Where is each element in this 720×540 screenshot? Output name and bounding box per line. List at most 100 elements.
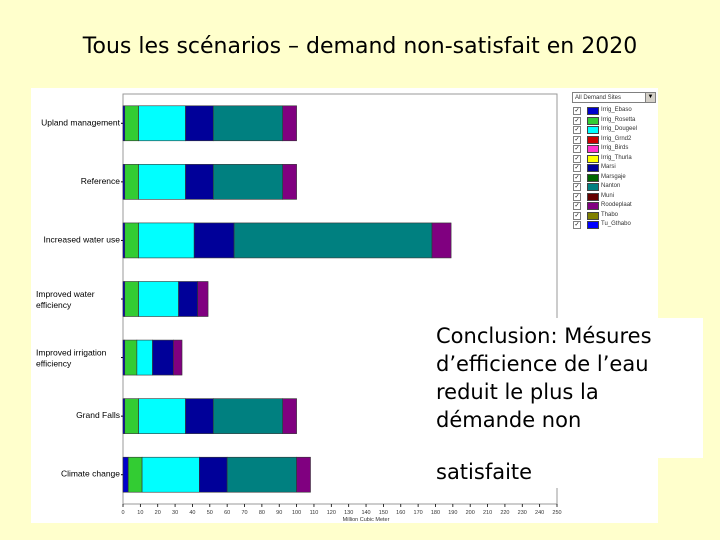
legend-item[interactable]: ✓ Irrig_Thurla	[572, 154, 658, 163]
bar-segment	[138, 281, 179, 317]
legend-label: Marsgaje	[601, 173, 626, 180]
x-tick-label: 250	[552, 510, 561, 516]
legend-item[interactable]: ✓ Irrig_Dougeel	[572, 125, 658, 134]
bar-segment	[173, 339, 183, 376]
legend-item[interactable]: ✓ Tu_Gthabo	[572, 220, 658, 229]
legend-checkbox[interactable]: ✓	[573, 211, 581, 220]
stacked-bar-chart: Upland management Reference Increased wate…	[36, 93, 562, 523]
x-tick-label: 230	[518, 510, 527, 516]
bar-segment	[282, 105, 297, 142]
legend-label: Irrig_Grnd2	[601, 135, 632, 142]
x-tick-label: 100	[292, 510, 301, 516]
legend-checkbox[interactable]: ✓	[573, 192, 581, 201]
legend-item[interactable]: ✓ Muni	[572, 192, 658, 201]
legend-label: Irrig_Thurla	[601, 154, 632, 161]
legend-checkbox[interactable]: ✓	[573, 107, 581, 115]
x-tick-label: 130	[344, 510, 353, 516]
bar-segment	[138, 105, 186, 142]
legend-swatch	[587, 202, 599, 210]
x-tick-label: 180	[431, 510, 440, 516]
bar-segment	[226, 456, 297, 493]
legend-checkbox[interactable]: ✓	[573, 164, 581, 172]
bar-segment	[124, 398, 139, 434]
x-tick-label: 150	[379, 510, 388, 516]
legend-swatch	[587, 135, 599, 144]
y-tick-label: Increased water use	[43, 234, 120, 244]
demand-site-select-value: All Demand Sites	[575, 95, 622, 101]
chevron-down-icon[interactable]: ▼	[645, 93, 655, 102]
bar-segment	[431, 222, 452, 259]
legend-item[interactable]: ✓ Irrig_Birds	[572, 144, 658, 153]
legend-swatch	[587, 145, 599, 153]
legend-checkbox[interactable]: ✓	[573, 154, 581, 163]
x-tick-label: 80	[259, 510, 265, 516]
legend-checkbox[interactable]: ✓	[573, 202, 581, 210]
legend-checkbox[interactable]: ✓	[573, 173, 581, 182]
bar-segment	[124, 105, 139, 142]
bar-segment	[185, 398, 214, 434]
legend-item[interactable]: ✓ Irrig_Ebaso	[572, 106, 658, 115]
chart-frame: Upland management Reference Increased wate…	[31, 88, 658, 523]
legend-panel: All Demand Sites ▼ ✓ Irrig_Ebaso ✓ Irrig_Ro…	[572, 92, 658, 232]
y-tick-label: Improved water efficiency	[36, 289, 95, 310]
conclusion-line: Conclusion: Mésures	[436, 324, 652, 348]
x-tick-label: 50	[207, 510, 213, 516]
bar-segment	[124, 339, 138, 376]
legend-label: Tu_Gthabo	[601, 221, 631, 227]
legend-checkbox[interactable]: ✓	[573, 221, 581, 229]
x-tick-label: 70	[241, 510, 247, 516]
legend-swatch	[587, 116, 599, 125]
x-tick-label: 0	[121, 510, 124, 516]
legend-swatch	[587, 211, 599, 220]
x-tick-label: 90	[276, 510, 282, 516]
legend-checkbox[interactable]: ✓	[573, 116, 581, 125]
bar-segment	[185, 164, 214, 200]
legend-item[interactable]: ✓ Roodeplaat	[572, 201, 658, 210]
bar-segment	[138, 398, 186, 434]
x-axis-label: Million Cubic Meter	[343, 517, 390, 523]
legend-swatch	[587, 126, 599, 134]
legend-item[interactable]: ✓ Nanton	[572, 182, 658, 191]
bar-segment	[212, 164, 284, 200]
x-tick-label: 20	[155, 510, 161, 516]
legend-swatch	[587, 183, 599, 191]
legend-label: Muni	[601, 192, 615, 199]
legend-item[interactable]: ✓ Marsi	[572, 163, 658, 172]
legend-item[interactable]: ✓ Irrig_Rosetta	[572, 116, 658, 125]
conclusion-line: démande non	[436, 408, 582, 432]
legend-label: Thabo	[601, 211, 619, 218]
x-tick-label: 10	[137, 510, 143, 516]
x-tick-label: 170	[414, 510, 423, 516]
bar-segment	[136, 339, 153, 376]
legend-label: Irrig_Rosetta	[601, 116, 636, 123]
bar-segment	[197, 281, 209, 317]
bar-segment	[124, 281, 139, 317]
x-tick-label: 40	[189, 510, 195, 516]
x-tick-label: 30	[172, 510, 178, 516]
legend-checkbox[interactable]: ✓	[573, 145, 581, 153]
x-tick-label: 190	[448, 510, 457, 516]
legend-item[interactable]: ✓ Thabo	[572, 211, 658, 220]
legend-label: Roodeplaat	[601, 202, 632, 208]
bar-segment	[185, 105, 214, 142]
bar-segment	[141, 456, 200, 493]
bar-segment	[152, 339, 174, 376]
legend-swatch	[587, 107, 599, 115]
legend-label: Irrig_Dougeel	[601, 126, 638, 132]
legend-swatch	[587, 221, 599, 229]
legend-checkbox[interactable]: ✓	[573, 126, 581, 134]
legend-checkbox[interactable]: ✓	[573, 183, 581, 191]
legend-label: Irrig_Ebaso	[601, 107, 632, 113]
conclusion-line: d’efficience de l’eau	[436, 352, 649, 376]
x-tick-label: 60	[224, 510, 230, 516]
x-tick-label: 210	[483, 510, 492, 516]
legend-item[interactable]: ✓ Irrig_Grnd2	[572, 135, 658, 144]
bar-segment	[178, 281, 198, 317]
x-tick-label: 140	[361, 510, 370, 516]
demand-site-select[interactable]: All Demand Sites ▼	[572, 92, 656, 103]
legend-label: Nanton	[601, 183, 621, 189]
y-tick-label: Reference	[81, 176, 120, 186]
legend-checkbox[interactable]: ✓	[573, 135, 581, 144]
conclusion-box: Conclusion: Mésures d’efficience de l’ea…	[428, 318, 703, 458]
legend-item[interactable]: ✓ Marsgaje	[572, 173, 658, 182]
